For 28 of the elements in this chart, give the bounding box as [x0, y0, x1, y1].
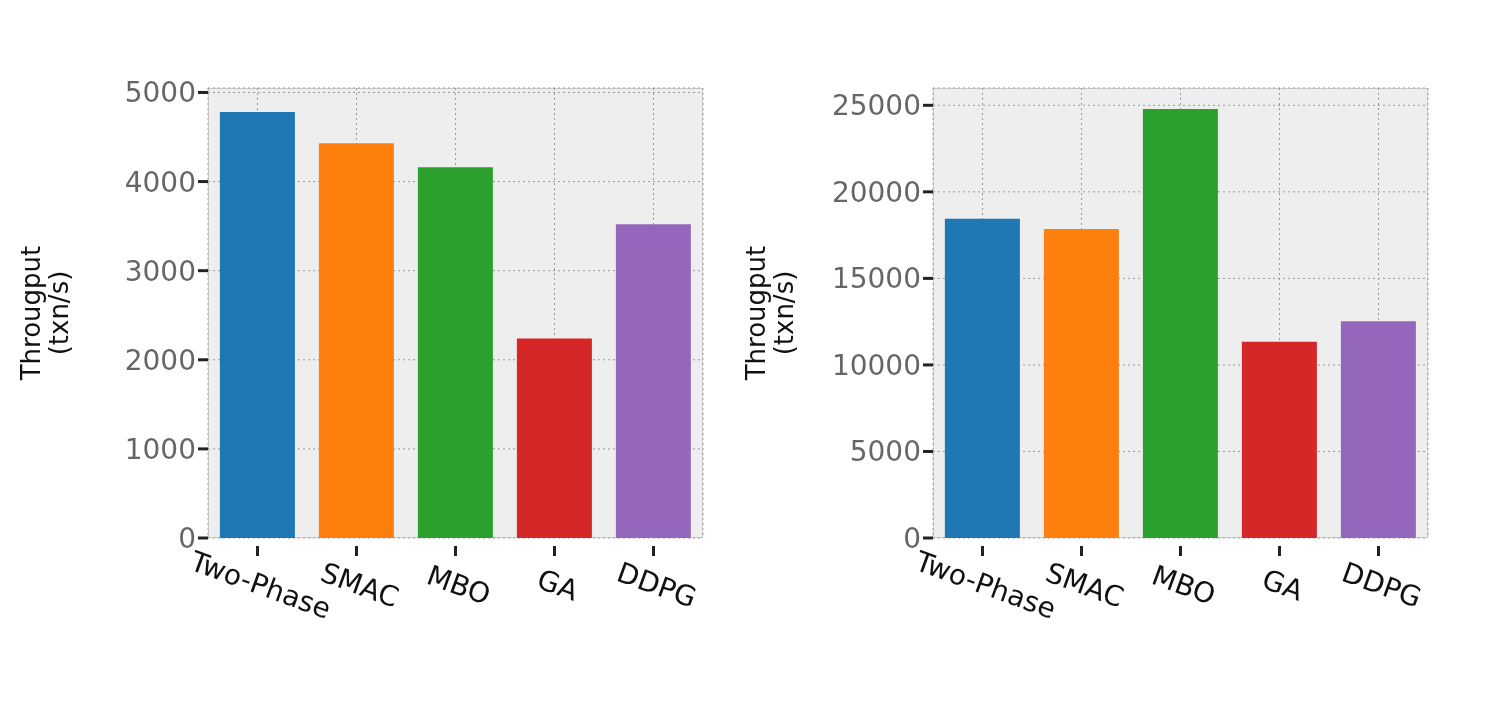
bar: [318, 143, 394, 538]
y-tick-label: 15000: [831, 262, 921, 296]
y-tick-label: 2000: [124, 343, 196, 377]
x-tick-label: DDPG: [1337, 555, 1426, 615]
y-tick-label: 3000: [124, 254, 196, 288]
x-tick-label: DDPG: [612, 555, 701, 615]
bar: [516, 338, 592, 538]
x-tick-label: MBO: [1147, 558, 1220, 612]
x-tick-label: GA: [532, 562, 583, 608]
y-tick-label: 1000: [124, 432, 196, 466]
bar: [1043, 229, 1119, 538]
y-axis-title: Througput (txn/s): [16, 245, 74, 382]
bar: [1241, 341, 1317, 538]
y-tick-label: 10000: [831, 348, 921, 382]
x-tick-label: GA: [1257, 562, 1308, 608]
y-tick-label: 5000: [124, 76, 196, 110]
y-tick-label: 20000: [831, 175, 921, 209]
bar: [1340, 321, 1416, 538]
y-axis-title: Througput (txn/s): [741, 245, 799, 382]
y-tick-label: 25000: [831, 89, 921, 123]
bar: [1142, 108, 1218, 538]
bar: [219, 112, 295, 538]
y-tick-label: 5000: [849, 435, 921, 469]
bar: [615, 224, 691, 538]
bar: [944, 218, 1020, 538]
bar: [417, 167, 493, 538]
x-tick-label: MBO: [422, 558, 495, 612]
y-tick-label: 4000: [124, 165, 196, 199]
